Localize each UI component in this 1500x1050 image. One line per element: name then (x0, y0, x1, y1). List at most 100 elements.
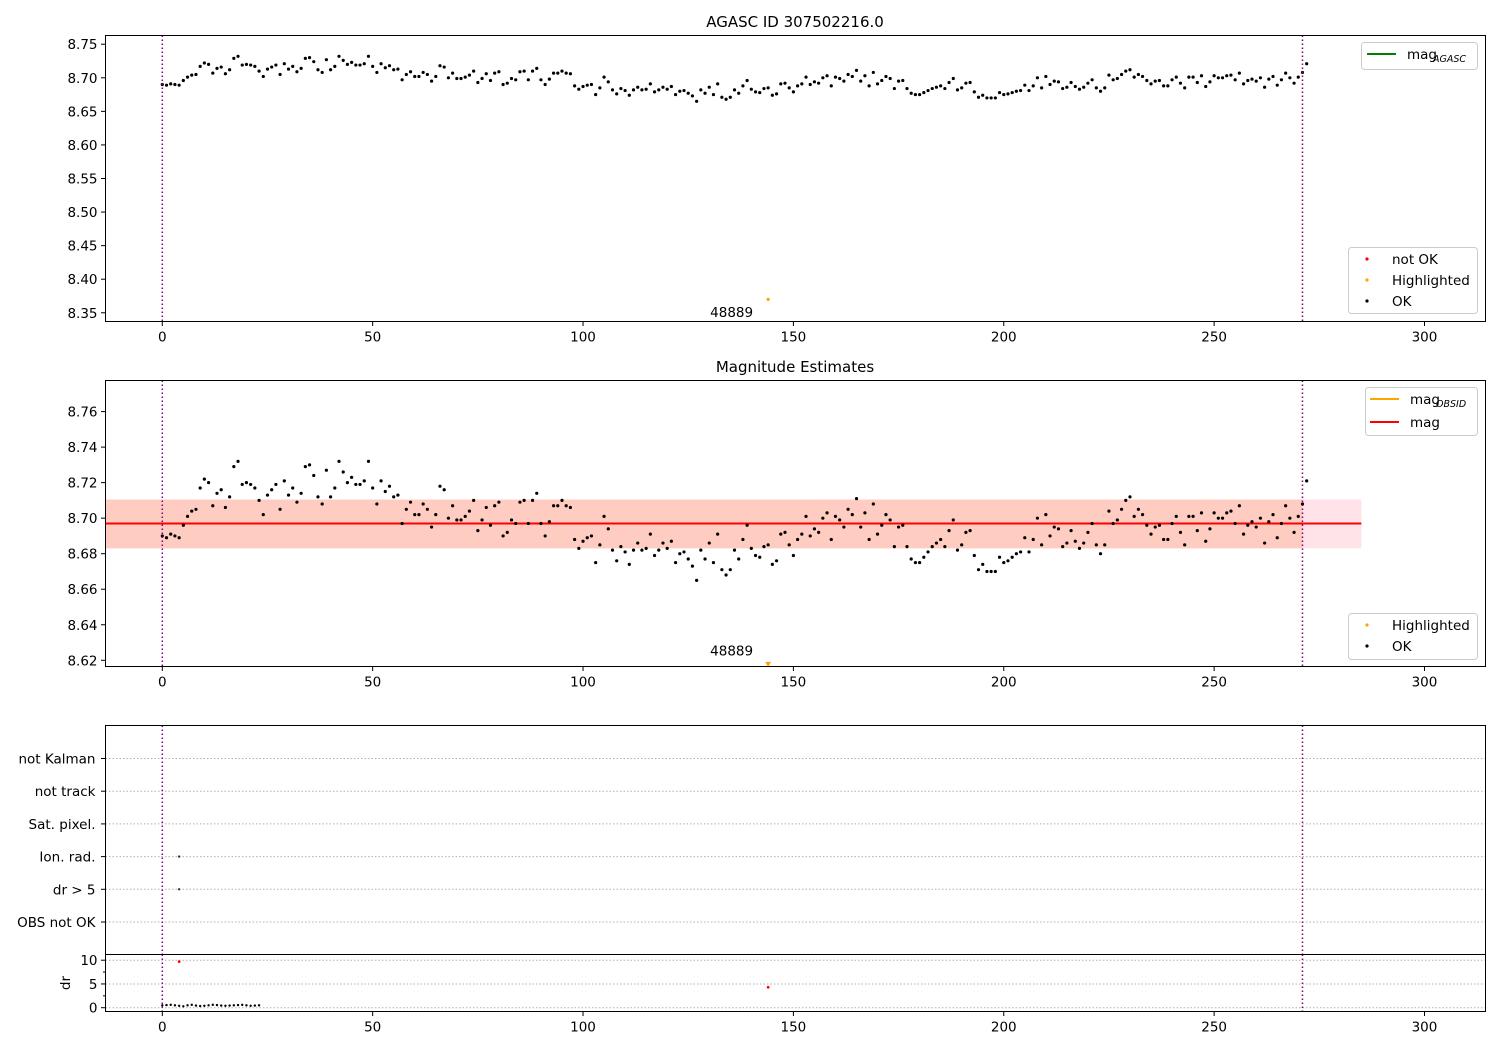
ok-point (1199, 74, 1204, 78)
ok-point (442, 65, 446, 69)
estimates-legend-points[interactable]: Highlighted OK (1348, 613, 1478, 660)
ok-point (307, 463, 312, 467)
flags-plot-area (105, 725, 1486, 955)
ok-point (236, 1003, 240, 1007)
ok-point (1031, 537, 1035, 542)
ok-point (1166, 84, 1170, 88)
ok-point (1229, 73, 1233, 77)
ok-point (598, 86, 602, 90)
ok-point (602, 75, 606, 79)
ok-point (1275, 536, 1279, 540)
ok-point (682, 550, 686, 554)
ok-point (1254, 79, 1258, 83)
ok-point (215, 66, 219, 70)
ok-point (1187, 75, 1191, 79)
y-tick-label: 8.74 (67, 440, 97, 456)
ok-point (976, 95, 981, 99)
ok-point (1086, 81, 1090, 85)
ok-point (636, 541, 640, 545)
ok-point (648, 82, 652, 86)
ok-point (846, 507, 850, 511)
ok-point (724, 97, 728, 101)
flag-point (177, 855, 181, 858)
ok-point (989, 96, 993, 100)
ok-point (181, 78, 185, 83)
ok-point (581, 84, 585, 89)
ok-point (939, 84, 943, 88)
ok-point (1157, 523, 1162, 527)
ok-point (379, 479, 383, 483)
ok-point (863, 511, 867, 515)
ok-point (1035, 516, 1040, 520)
ok-point (640, 548, 644, 552)
ok-point (1288, 76, 1292, 80)
estimates-legend-lines[interactable]: mag OBSID mag (1365, 387, 1478, 436)
legend-marker-ok (1365, 299, 1369, 303)
ok-point (417, 74, 421, 79)
ok-point (728, 95, 732, 99)
ok-point (303, 56, 307, 60)
ok-point (871, 70, 875, 75)
ok-point (610, 548, 615, 552)
ok-point (438, 64, 442, 68)
ok-point (796, 537, 800, 542)
ok-point (568, 72, 573, 76)
ok-point (1048, 534, 1052, 538)
ok-point (362, 479, 366, 483)
ok-point (207, 1004, 210, 1007)
ok-point (1220, 516, 1225, 520)
ok-point (838, 76, 842, 81)
ok-point (1300, 502, 1305, 506)
ok-point (232, 465, 236, 469)
ok-point (362, 62, 366, 66)
ok-point (913, 92, 918, 97)
ok-point (930, 544, 934, 549)
ok-point (278, 72, 282, 77)
ok-point (985, 96, 989, 100)
ok-point (934, 85, 939, 89)
ok-point (922, 555, 926, 559)
agasc-legend-points[interactable]: not OK Highlighted OK (1348, 247, 1478, 314)
ok-point (501, 534, 505, 538)
ok-point (985, 569, 989, 574)
ok-point (198, 486, 202, 490)
ok-point (1225, 511, 1229, 515)
ok-point (1254, 525, 1258, 529)
ok-point (202, 61, 206, 65)
ok-point (703, 91, 707, 95)
ok-point (577, 546, 581, 550)
ok-point (1166, 537, 1170, 542)
ok-point (716, 532, 720, 536)
ok-point (408, 70, 413, 74)
ok-point (1191, 75, 1195, 79)
ok-point (328, 68, 333, 72)
ok-point (951, 76, 955, 81)
ok-point (1241, 532, 1246, 536)
ok-point (509, 518, 514, 522)
y-tick-label: 8.60 (67, 138, 97, 154)
ok-point (753, 90, 758, 94)
ok-point (185, 514, 190, 518)
ok-point (202, 477, 206, 481)
ok-point (472, 69, 476, 73)
ok-point (1010, 90, 1014, 95)
ok-point (1292, 530, 1296, 534)
ok-point (526, 521, 530, 526)
ok-point (1086, 530, 1090, 534)
ok-point (943, 86, 947, 91)
ok-point (606, 527, 610, 531)
ok-point (833, 514, 838, 518)
ok-point (981, 93, 985, 97)
agasc-legend-lines[interactable]: mag AGASC (1361, 42, 1478, 70)
ok-point (918, 560, 922, 565)
ok-point (1027, 550, 1031, 554)
ok-point (337, 459, 341, 463)
ok-point (1035, 76, 1040, 80)
legend-label-mag: mag (1410, 392, 1440, 408)
ok-point (842, 525, 846, 529)
ok-point (392, 495, 396, 499)
ok-point (1174, 75, 1178, 79)
ok-point (817, 530, 821, 534)
ok-point (446, 516, 450, 520)
